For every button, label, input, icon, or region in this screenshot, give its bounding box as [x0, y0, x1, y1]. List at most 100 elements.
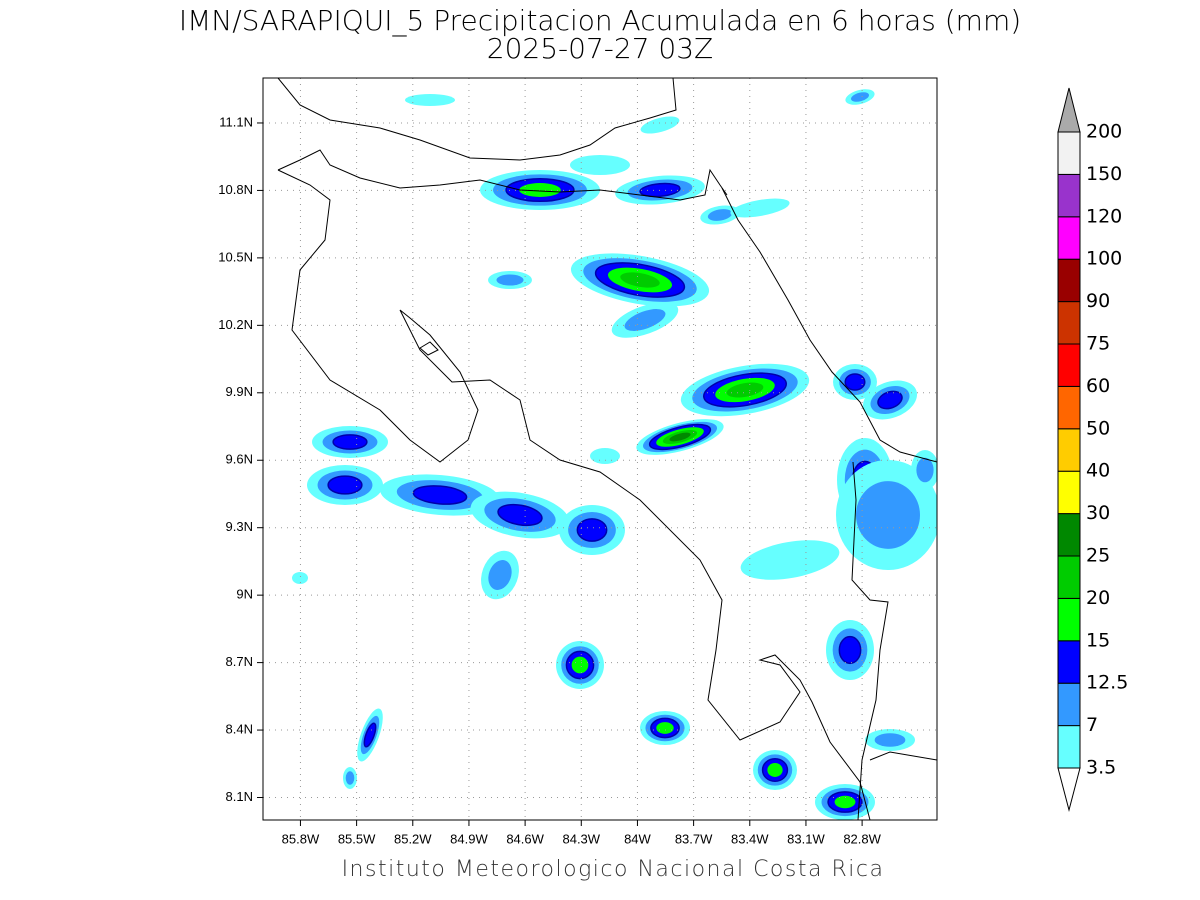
precip-area: [405, 94, 455, 106]
colorbar-segment: [1057, 470, 1081, 515]
colorbar-segment: [1057, 428, 1081, 472]
precip-area: [916, 457, 934, 483]
precip-area: [856, 481, 920, 549]
precip-area: [332, 434, 368, 450]
precip-area: [640, 116, 680, 134]
colorbar-label: 40: [1086, 460, 1110, 482]
y-tick-label: 10.2N: [218, 317, 253, 332]
precip-area: [576, 518, 608, 542]
coastline: [869, 751, 937, 761]
footer: Instituto Meteorologico Nacional Costa R…: [342, 857, 885, 882]
colorbar-label: 120: [1086, 205, 1122, 227]
colorbar-label: 7: [1086, 714, 1098, 736]
x-tick-label: 84.3W: [562, 831, 600, 846]
precip-area: [292, 572, 308, 584]
precip-area: [363, 722, 377, 748]
colorbar-segment: [1057, 597, 1081, 642]
map-title: IMN/SARAPIQUI_5 Precipitacion Acumulada …: [179, 4, 1021, 38]
colorbar-label: 20: [1086, 587, 1110, 609]
y-tick-label: 9.9N: [226, 384, 253, 399]
colorbar-label: 12.5: [1086, 672, 1128, 694]
colorbar: 3.5 7 12.5 15 20 25 30 40 50 60 75 90 100 120 150 200: [1057, 87, 1128, 812]
colorbar-label: 200: [1086, 121, 1122, 143]
x-tick-label: 83.1W: [787, 831, 825, 846]
map-frame: [262, 77, 938, 821]
colorbar-label: 75: [1086, 333, 1110, 355]
precip-area: [669, 432, 691, 442]
x-tick-label: 84W: [624, 831, 651, 846]
precip-area: [656, 722, 674, 734]
colorbar-label: 30: [1086, 502, 1110, 524]
precip-area: [707, 209, 733, 221]
colorbar-label: 60: [1086, 375, 1110, 397]
border: [277, 149, 728, 201]
colorbar-label: 15: [1086, 629, 1110, 651]
coastline: [277, 169, 871, 820]
colorbar-segment: [1057, 555, 1081, 599]
colorbar-segment: [1057, 385, 1081, 430]
precip-area: [496, 274, 524, 286]
x-tick-label: 83.4W: [731, 831, 769, 846]
colorbar-label: 150: [1086, 163, 1122, 185]
y-tick-label: 8.4N: [226, 721, 253, 736]
colorbar-segment: [1057, 725, 1081, 769]
colorbar-segment: [1057, 173, 1081, 218]
y-tick-label: 11.1N: [219, 114, 253, 129]
precip-area: [620, 272, 660, 288]
precip-area: [834, 795, 856, 809]
map-subtitle: 2025-07-27 03Z: [487, 32, 713, 65]
y-tick-label: 10.8N: [218, 182, 253, 197]
colorbar-label: 90: [1086, 290, 1110, 312]
precip-area: [345, 771, 355, 785]
colorbar-label: 25: [1086, 545, 1110, 567]
colorbar-over: [1057, 87, 1081, 133]
border: [851, 461, 889, 820]
precip-area: [624, 309, 666, 331]
precip-area: [571, 656, 589, 674]
precip-area: [488, 560, 512, 590]
island: [419, 341, 439, 356]
y-tick-label: 8.1N: [226, 789, 253, 804]
coastline: [721, 187, 937, 463]
colorbar-segment: [1057, 513, 1081, 557]
x-tick-label: 85.8W: [282, 831, 320, 846]
precip-area: [570, 155, 630, 175]
precip-area: [851, 92, 869, 102]
precip-area: [767, 763, 783, 777]
x-tick-label: 85.2W: [394, 831, 432, 846]
x-tick-label: 84.6W: [506, 831, 544, 846]
coastlines: [277, 78, 937, 820]
precip-area: [497, 503, 543, 527]
precip-area: [730, 198, 790, 218]
precip-area: [327, 475, 363, 495]
precip-area: [874, 733, 906, 747]
colorbar-label: 3.5: [1086, 757, 1116, 779]
colorbar-label: 50: [1086, 417, 1110, 439]
x-tick-label: 83.7W: [675, 831, 713, 846]
x-tick-label: 82.8W: [843, 831, 881, 846]
colorbar-segment: [1057, 258, 1081, 303]
precipitation-field: [292, 89, 937, 820]
y-tick-label: 10.5N: [218, 249, 253, 264]
coastline: [277, 78, 677, 161]
precip-area: [838, 635, 862, 665]
precip-area: [740, 540, 840, 580]
precip-area: [844, 373, 866, 391]
x-tick-label: 84.9W: [450, 831, 488, 846]
colorbar-label: 100: [1086, 248, 1122, 270]
y-tick-label: 9.6N: [226, 452, 253, 467]
precip-area: [726, 382, 764, 398]
grid: [263, 78, 937, 820]
y-tick-label: 9N: [236, 587, 253, 602]
colorbar-segment: [1057, 682, 1081, 727]
precip-area: [590, 448, 620, 464]
axis-ticks: 85.8W 85.5W 85.2W 84.9W 84.6W 84.3W 84W 83.7W 83…: [218, 114, 881, 846]
y-tick-label: 8.7N: [226, 654, 253, 669]
x-tick-label: 85.5W: [338, 831, 376, 846]
colorbar-segment: [1057, 640, 1081, 684]
y-tick-label: 9.3N: [226, 519, 253, 534]
colorbar-segment: [1057, 343, 1081, 387]
colorbar-under: [1057, 767, 1081, 812]
colorbar-segment: [1057, 216, 1081, 260]
